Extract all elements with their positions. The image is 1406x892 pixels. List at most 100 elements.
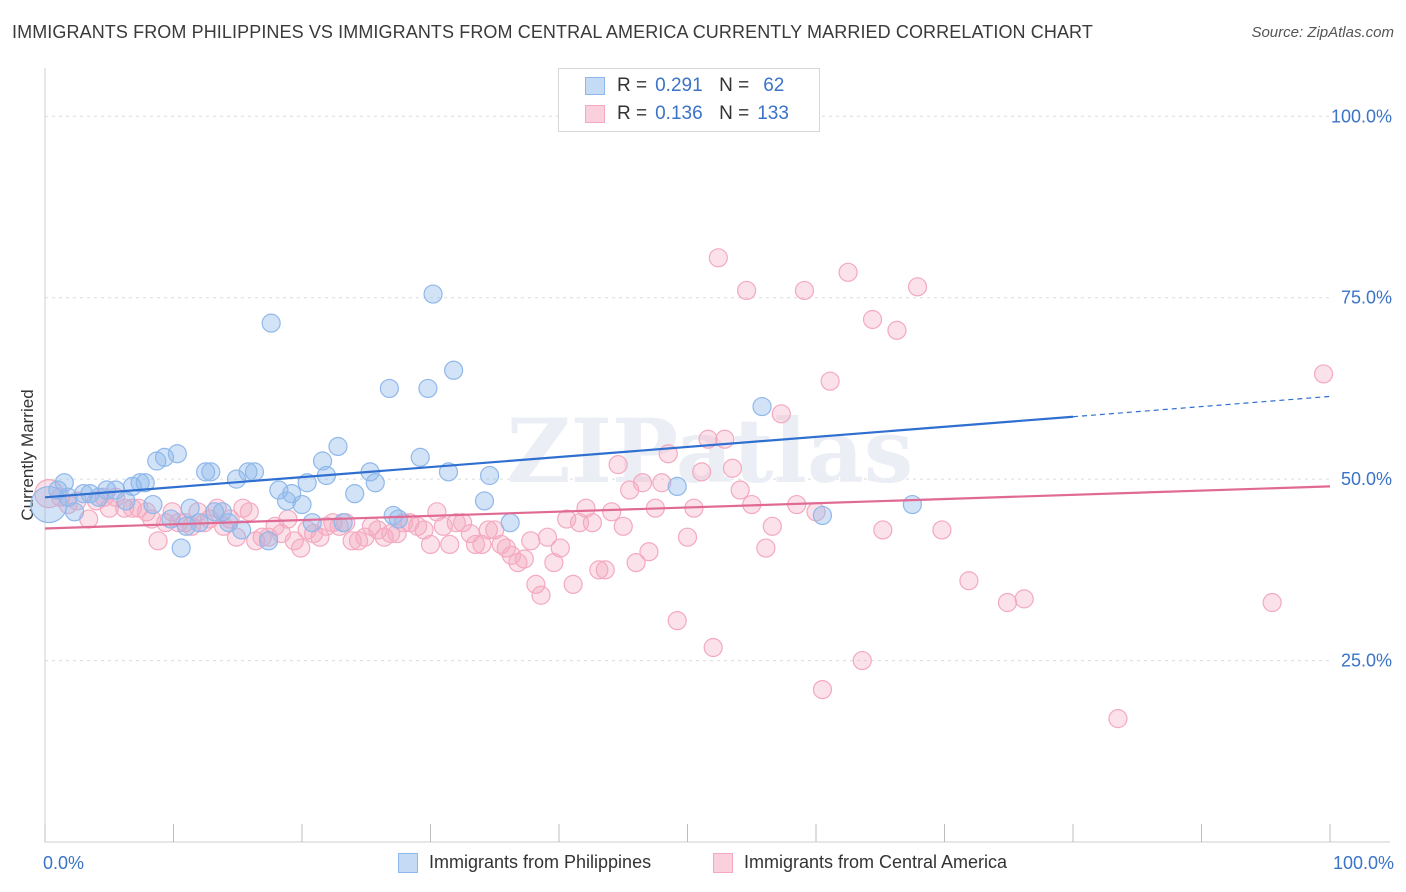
data-point [563, 574, 583, 594]
legend-row-philippines: R = 0.291 N = 62 [585, 75, 784, 97]
data-point [1108, 709, 1128, 729]
data-point [531, 585, 551, 605]
series-philippines [30, 284, 922, 558]
data-point [756, 538, 776, 558]
legend-label-philippines: Immigrants from Philippines [429, 852, 652, 872]
data-point [722, 458, 743, 478]
data-point [292, 494, 312, 515]
legend-item-central-america[interactable]: Immigrants from Central America [713, 852, 1007, 873]
data-point [252, 527, 272, 547]
data-point [508, 552, 528, 573]
data-point [639, 542, 659, 562]
data-point [626, 552, 646, 573]
data-point [550, 538, 570, 558]
data-point [258, 531, 279, 551]
x-max-label: 100.0% [1332, 853, 1394, 873]
data-point [388, 509, 408, 529]
y-tick-label: 75.0% [1341, 288, 1392, 308]
legend-label-central-america: Immigrants from Central America [744, 852, 1008, 872]
data-point [142, 509, 162, 529]
data-point [698, 429, 718, 449]
legend-item-philippines[interactable]: Immigrants from Philippines [398, 852, 651, 873]
data-point [207, 498, 227, 518]
data-point [1262, 592, 1282, 613]
trend-lines [44, 395, 1331, 530]
gridlines [45, 115, 1330, 662]
data-point [465, 534, 486, 555]
data-point [812, 679, 833, 700]
data-point [365, 473, 385, 493]
data-point [387, 523, 407, 544]
data-point [771, 404, 791, 424]
y-tick-label: 100.0% [1331, 106, 1392, 126]
data-point [393, 513, 414, 533]
data-point [478, 520, 498, 540]
data-point [342, 531, 362, 551]
data-point [143, 494, 163, 515]
philippines-swatch [398, 852, 418, 873]
data-point [907, 277, 928, 297]
data-point [278, 509, 298, 529]
data-point [348, 531, 369, 551]
data-point [1313, 364, 1334, 384]
data-point [383, 505, 403, 526]
data-point [582, 513, 603, 533]
data-point [692, 462, 712, 482]
r-value-philippines: 0.291 [655, 75, 703, 96]
data-point [167, 444, 187, 464]
watermark: ZIPatlas [507, 399, 914, 503]
data-point [162, 502, 182, 522]
data-point [595, 560, 615, 580]
data-point [526, 574, 546, 594]
philippines-swatch [585, 77, 605, 95]
central-america-swatch [585, 105, 605, 123]
data-point [244, 462, 265, 482]
data-point [420, 534, 441, 555]
data-point [440, 534, 460, 555]
data-point [433, 516, 453, 536]
data-point [196, 462, 216, 482]
data-point [474, 491, 495, 511]
data-point [297, 473, 317, 493]
data-point [932, 520, 952, 540]
data-point [514, 549, 534, 569]
data-point [115, 498, 135, 518]
data-point [345, 484, 365, 504]
y-tick-labels: 25.0% 50.0% 75.0% 100.0% [1331, 106, 1392, 670]
data-point [410, 447, 430, 467]
legend-row-central-america: R = 0.136 N = 133 [585, 103, 789, 125]
data-point [423, 284, 443, 304]
data-point [284, 531, 304, 551]
n-value-philippines: 62 [763, 75, 785, 96]
data-point [812, 505, 833, 526]
data-point [291, 538, 311, 558]
data-point [703, 637, 723, 658]
data-point [752, 396, 772, 417]
data-point [130, 473, 150, 493]
data-point [959, 571, 979, 591]
source-label: Source: ZipAtlas.com [1251, 24, 1394, 41]
data-point [762, 516, 782, 536]
data-point [838, 262, 858, 282]
trend-line-philippines-extension [1072, 395, 1331, 418]
series-central-america [34, 248, 1334, 729]
data-point [667, 476, 687, 496]
y-tick-label: 25.0% [1341, 651, 1392, 671]
data-point [148, 531, 168, 551]
data-point [589, 560, 609, 580]
data-point [557, 509, 577, 529]
data-point [54, 473, 74, 493]
data-point [632, 473, 653, 493]
data-point [613, 516, 633, 536]
data-point [521, 531, 541, 551]
r-value-central-america: 0.136 [655, 103, 703, 124]
data-point [368, 520, 388, 540]
data-point [820, 371, 840, 391]
data-point [329, 516, 349, 536]
data-point [171, 538, 191, 558]
data-point [438, 462, 459, 482]
r-label: R = [617, 75, 648, 96]
data-point [154, 447, 175, 467]
data-point [48, 480, 68, 500]
data-point [444, 360, 464, 380]
